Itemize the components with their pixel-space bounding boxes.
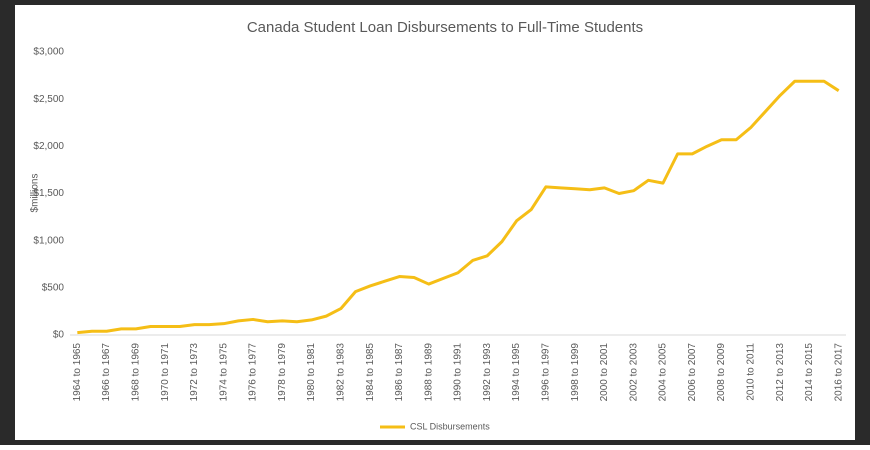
y-tick-label: $500 xyxy=(42,282,65,293)
y-tick-label: $3,000 xyxy=(33,47,64,58)
x-tick-label: 2006 to 2007 xyxy=(687,343,698,402)
x-tick-label: 2010 to 2011 xyxy=(745,343,756,401)
x-tick-label: 2014 to 2015 xyxy=(804,343,815,402)
chart-panel xyxy=(15,5,855,440)
x-tick-label: 2002 to 2003 xyxy=(628,343,639,402)
x-tick-label: 1988 to 1989 xyxy=(423,343,434,402)
y-tick-label: $0 xyxy=(53,330,65,341)
x-tick-label: 2004 to 2005 xyxy=(658,343,669,402)
y-tick-label: $1,500 xyxy=(33,188,64,199)
legend-label: CSL Disbursements xyxy=(410,421,490,431)
y-tick-label: $2,500 xyxy=(33,94,64,105)
x-tick-label: 1976 to 1977 xyxy=(248,343,259,402)
x-tick-label: 1970 to 1971 xyxy=(160,343,171,402)
x-tick-label: 2016 to 2017 xyxy=(833,343,844,402)
x-tick-label: 1964 to 1965 xyxy=(72,343,83,402)
x-tick-label: 1992 to 1993 xyxy=(482,343,493,402)
chart-title: Canada Student Loan Disbursements to Ful… xyxy=(247,19,643,36)
x-tick-label: 1994 to 1995 xyxy=(511,343,522,402)
y-tick-label: $1,000 xyxy=(33,235,64,246)
x-tick-label: 1978 to 1979 xyxy=(277,343,288,402)
x-tick-label: 1986 to 1987 xyxy=(394,343,405,402)
x-tick-label: 1984 to 1985 xyxy=(365,343,376,402)
x-tick-label: 1998 to 1999 xyxy=(570,343,581,402)
x-tick-label: 1974 to 1975 xyxy=(218,343,229,402)
x-tick-label: 2012 to 2013 xyxy=(775,343,786,402)
line-series xyxy=(77,79,840,335)
x-tick-label: 1982 to 1983 xyxy=(336,343,347,402)
x-tick-label: 1990 to 1991 xyxy=(453,343,464,402)
x-tick-label: 2000 to 2001 xyxy=(599,343,610,402)
y-axis-label: $millions xyxy=(30,174,41,213)
x-tick-label: 2008 to 2009 xyxy=(716,343,727,402)
x-tick-label: 1996 to 1997 xyxy=(540,343,551,402)
x-tick-label: 1966 to 1967 xyxy=(101,343,112,402)
y-tick-label: $2,000 xyxy=(33,141,64,152)
x-tick-label: 1968 to 1969 xyxy=(131,343,142,402)
x-tick-label: 1972 to 1973 xyxy=(189,343,200,402)
x-tick-label: 1980 to 1981 xyxy=(306,343,317,402)
